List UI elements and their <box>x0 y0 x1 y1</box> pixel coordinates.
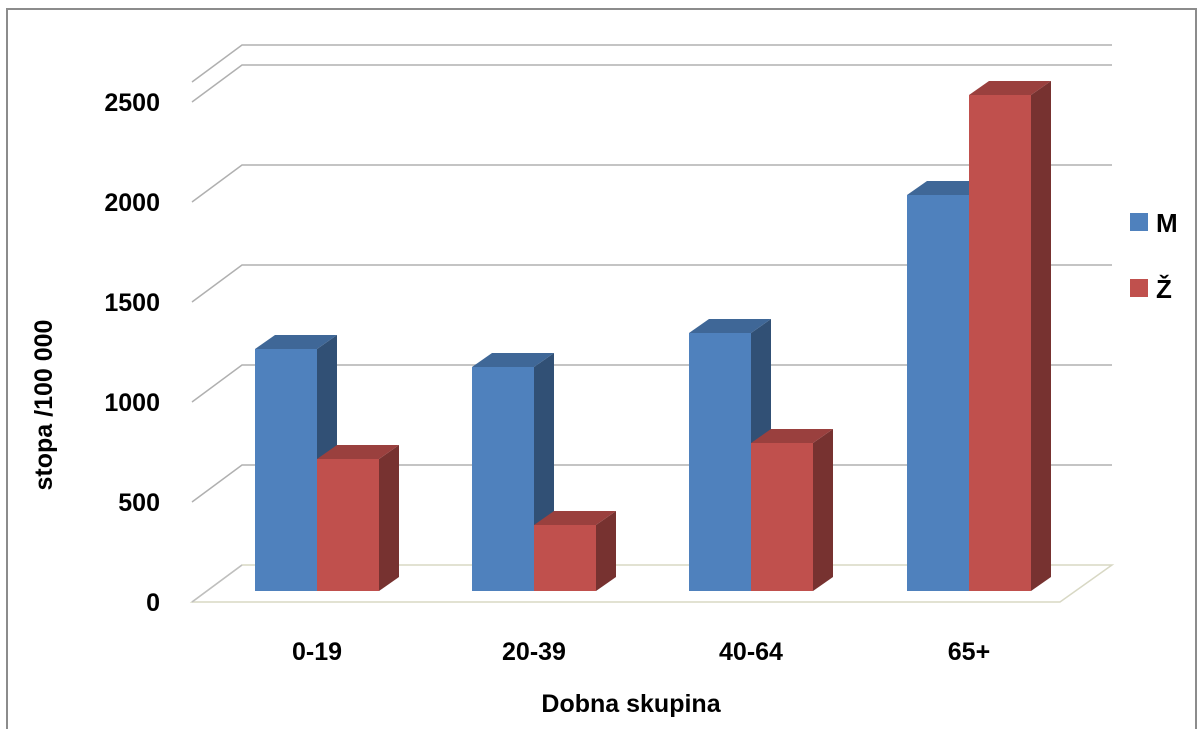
bar-top <box>969 81 1051 95</box>
gridline <box>191 564 243 603</box>
x-tick-label: 65+ <box>948 638 990 666</box>
bar-top <box>751 429 833 443</box>
legend-item-M: M <box>1130 208 1178 238</box>
y-tick-label: 1000 <box>104 389 160 417</box>
bar-Ž-65+ <box>969 81 1051 591</box>
bar-side <box>813 429 833 591</box>
bar-front <box>689 333 751 591</box>
x-tick-label: 40-64 <box>719 638 783 666</box>
y-axis-title: stopa /100 000 <box>30 320 58 491</box>
bar-top <box>317 445 399 459</box>
bar-Ž-0-19 <box>317 445 399 591</box>
y-tick-label: 0 <box>146 589 160 617</box>
y-axis-ticks: 0 500 1000 1500 2000 2500 <box>104 89 160 617</box>
bar-top <box>907 181 989 195</box>
bar-front <box>472 367 534 591</box>
bar-Ž-40-64 <box>751 429 833 591</box>
legend-label: Ž <box>1156 274 1172 304</box>
y-tick-label: 1500 <box>104 289 160 317</box>
x-tick-label: 0-19 <box>292 638 342 666</box>
bar-top <box>689 319 771 333</box>
bars <box>255 81 1051 591</box>
bar-side <box>379 445 399 591</box>
bar-side <box>1031 81 1051 591</box>
legend-swatch <box>1130 279 1148 297</box>
x-axis-ticks: 0-19 20-39 40-64 65+ <box>292 638 990 666</box>
bar-top <box>534 511 616 525</box>
y-tick-label: 2500 <box>104 89 160 117</box>
y-tick-label: 500 <box>118 489 160 517</box>
gridline <box>191 264 1112 303</box>
legend-item-Ž: Ž <box>1130 274 1172 304</box>
gridline <box>191 44 1112 83</box>
bar-front <box>317 459 379 591</box>
bar-front <box>534 525 596 591</box>
bar-front <box>751 443 813 591</box>
legend-label: M <box>1156 208 1178 238</box>
bar-side <box>596 511 616 591</box>
gridline <box>191 164 1112 203</box>
gridlines <box>189 44 1115 603</box>
bar-top <box>472 353 554 367</box>
gridline <box>191 364 1112 403</box>
legend-swatch <box>1130 213 1148 231</box>
bar-front <box>969 95 1031 591</box>
bar-front <box>255 349 317 591</box>
y-tick-label: 2000 <box>104 189 160 217</box>
bar-front <box>907 195 969 591</box>
bar-Ž-20-39 <box>534 511 616 591</box>
x-tick-label: 20-39 <box>502 638 566 666</box>
legend: MŽ <box>1130 208 1178 304</box>
x-axis-title: Dobna skupina <box>541 690 721 718</box>
gridline <box>191 64 1112 103</box>
bar-top <box>255 335 337 349</box>
